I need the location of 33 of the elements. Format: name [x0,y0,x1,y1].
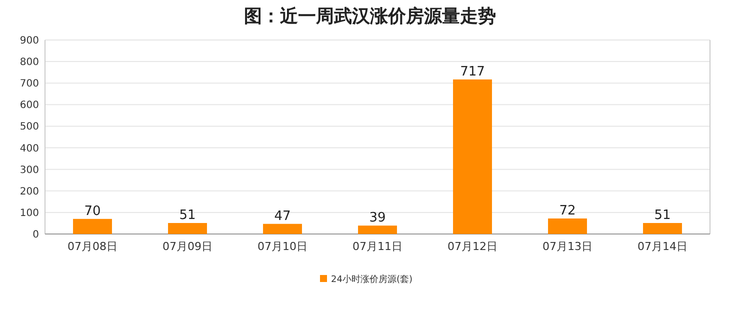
bar [168,223,207,234]
x-tick-label: 07月12日 [448,240,498,253]
y-tick-label: 100 [20,208,39,219]
data-label: 51 [654,208,671,224]
bar [453,79,492,234]
bar [548,218,587,234]
x-tick-label: 07月13日 [542,240,592,253]
data-label: 47 [274,208,291,224]
bar [73,218,112,234]
x-tick-label: 07月10日 [258,240,308,253]
x-tick-label: 07月11日 [352,240,402,253]
y-tick-label: 800 [20,57,39,68]
x-tick-label: 07月08日 [68,240,118,253]
y-tick-label: 600 [20,100,39,112]
bar [263,224,302,234]
bar [358,226,397,234]
y-tick-label: 200 [20,186,39,198]
y-tick-label: 500 [20,122,39,133]
y-tick-label: 300 [20,164,39,176]
data-label: 70 [84,204,101,219]
data-label: 51 [179,208,196,224]
data-label: 39 [369,210,386,226]
data-label: 72 [559,203,576,218]
x-tick-label: 07月14日 [638,240,688,253]
data-label: 717 [460,64,485,80]
x-tick-label: 07月09日 [162,240,212,253]
bar [643,223,682,234]
chart-title: 图：近一周武汉涨价房源量走势 [244,6,496,27]
y-tick-label: 0 [32,230,39,240]
y-tick-label: 400 [20,143,39,154]
legend-label: 24小时涨价房源(套) [331,274,412,285]
y-tick-label: 900 [20,36,39,46]
y-tick-label: 700 [20,78,39,90]
